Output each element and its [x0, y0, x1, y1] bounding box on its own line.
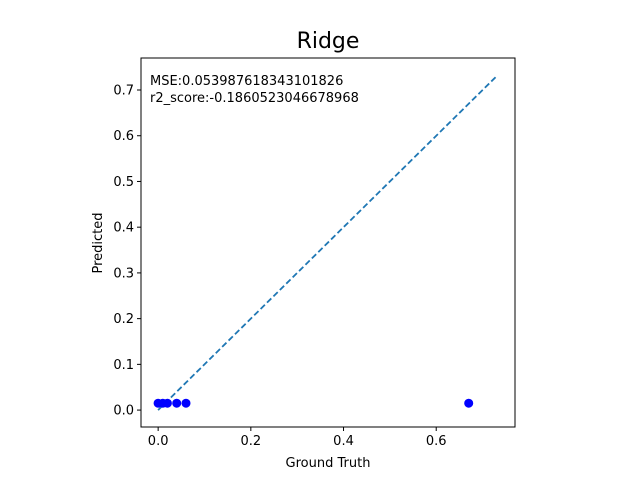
y-axis: 0.0 0.1 0.2 0.3 0.4 0.5 0.6 0.7	[113, 84, 141, 419]
y-tick-label: 0.1	[113, 358, 134, 373]
scatter-point	[162, 398, 172, 408]
scatter-points	[153, 398, 474, 408]
chart-title: Ridge	[297, 29, 360, 54]
x-axis-label: Ground Truth	[286, 456, 371, 471]
plot-area	[140, 57, 516, 428]
scatter-point	[172, 398, 182, 408]
y-tick-label: 0.6	[113, 129, 134, 144]
annotation-mse: MSE:0.053987618343101826	[150, 74, 343, 89]
x-axis: 0.0 0.2 0.4 0.6	[148, 427, 447, 449]
scatter-point	[181, 398, 191, 408]
x-tick-label: 0.0	[148, 434, 169, 449]
scatter-point	[464, 398, 474, 408]
y-tick-label: 0.4	[113, 221, 134, 236]
y-tick-label: 0.7	[113, 84, 134, 99]
y-tick-label: 0.5	[113, 175, 134, 190]
x-tick-label: 0.6	[426, 434, 447, 449]
y-tick-label: 0.3	[113, 266, 134, 281]
plot-frame	[140, 57, 516, 428]
x-tick-label: 0.4	[333, 434, 354, 449]
y-tick-label: 0.2	[113, 312, 134, 327]
annotation-r2-score: r2_score:-0.1860523046678968	[150, 91, 359, 106]
dashed-reference-line	[157, 75, 498, 411]
y-tick-label: 0.0	[113, 404, 134, 419]
y-axis-label: Predicted	[91, 212, 106, 273]
x-tick-label: 0.2	[240, 434, 261, 449]
